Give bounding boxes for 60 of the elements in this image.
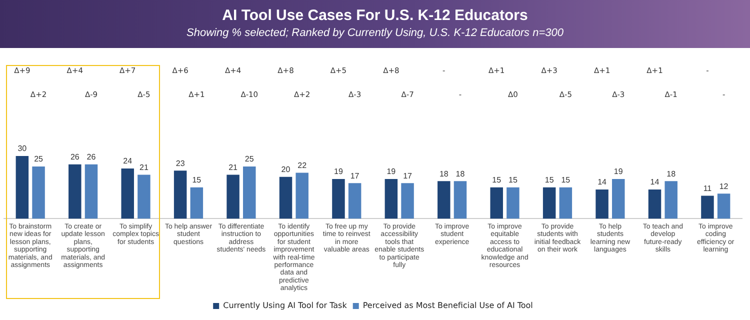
bar [701,196,714,219]
legend-label: Perceived as Most Beneficial Use of AI Tool [362,301,533,310]
data-label: 14 [598,178,608,187]
bar [243,166,256,219]
data-label: 21 [140,163,149,172]
data-label: 14 [650,178,660,187]
bar [279,176,292,219]
chart-subtitle: Showing % selected; Ranked by Currently Using, U.S. K-12 Educators n=300 [186,27,564,39]
data-label: 18 [439,169,449,178]
data-label: 20 [281,165,291,174]
data-label: 22 [298,160,308,170]
data-label: 18 [456,169,466,178]
data-label: 19 [386,167,396,176]
data-label: 17 [403,171,413,180]
chart-title: AI Tool Use Cases For U.S. K-12 Educators [221,6,529,24]
data-label: 15 [561,176,571,185]
bar [542,187,556,219]
data-label: 15 [192,176,202,185]
data-label: 12 [719,182,729,191]
bar [438,181,450,219]
bar [401,183,414,219]
data-label: 19 [334,167,344,176]
bar [226,174,240,219]
data-label: 11 [703,184,712,193]
legend-label: Currently Using AI Tool for Task [223,301,348,310]
bar [384,178,398,219]
data-label: 19 [614,167,624,176]
data-label: 26 [70,152,80,162]
bar [506,187,520,219]
data-label: 25 [34,154,44,164]
data-label: 30 [18,144,28,154]
bar [121,168,134,219]
bar [717,194,730,219]
bar [16,156,29,219]
data-label: 25 [244,154,254,164]
bar [174,170,187,219]
bar [296,172,308,219]
data-label: 17 [350,171,360,180]
data-label: 15 [544,176,554,185]
bar [596,189,608,219]
bar [664,181,678,219]
data-label: 21 [228,163,238,172]
data-label: 15 [492,176,502,185]
bar [138,174,150,219]
bar [348,183,362,219]
bar [648,189,662,219]
data-label: 15 [508,176,518,185]
data-label: 24 [123,156,133,166]
bar [490,187,503,219]
bar [454,181,467,219]
bar [68,164,82,219]
bar [84,164,98,219]
data-label: 18 [666,169,676,178]
bar [32,166,45,219]
data-label: 26 [86,152,96,162]
bar [559,187,572,219]
bar [190,187,204,219]
bar [332,178,345,219]
bar [612,178,625,219]
data-label: 23 [176,158,186,168]
